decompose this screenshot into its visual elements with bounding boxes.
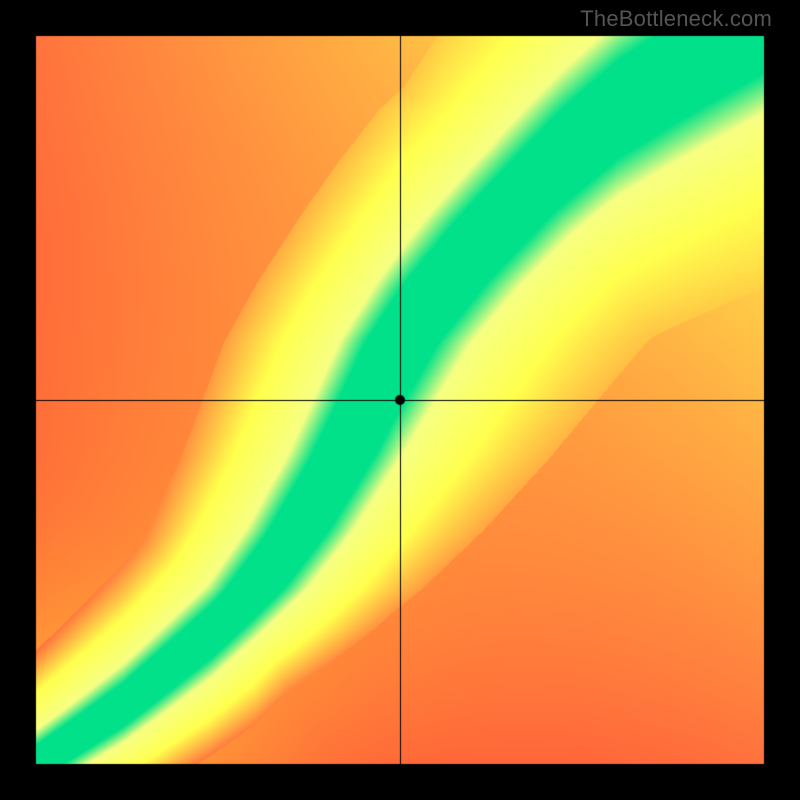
watermark-text: TheBottleneck.com	[580, 6, 772, 32]
heatmap-canvas	[0, 0, 800, 800]
chart-container: TheBottleneck.com	[0, 0, 800, 800]
